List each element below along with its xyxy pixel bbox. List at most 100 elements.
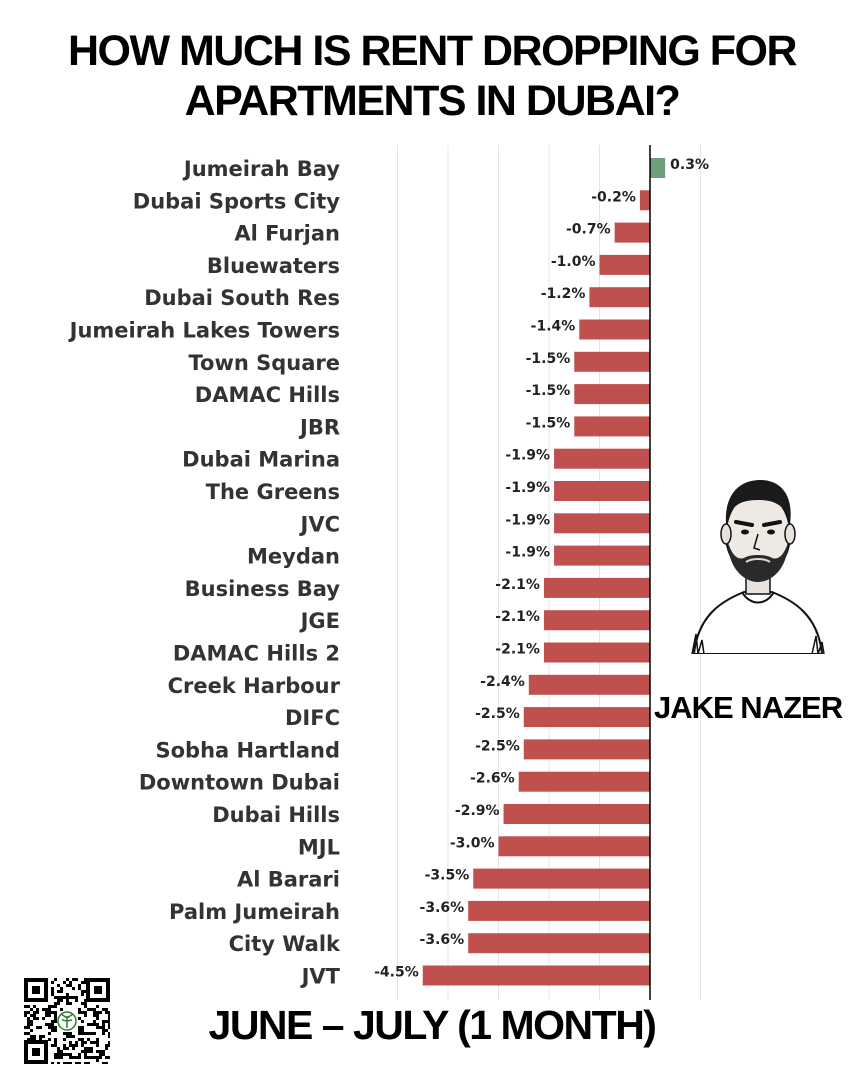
- qr-module: [57, 1053, 60, 1056]
- qr-module: [30, 1029, 33, 1032]
- category-labels: Jumeirah Bay Dubai Sports City Al Furjan Bl…: [68, 157, 341, 989]
- qr-module: [81, 1020, 84, 1023]
- qr-module: [78, 1056, 81, 1059]
- category-label: Al Barari: [237, 868, 340, 892]
- qr-module: [66, 996, 69, 999]
- qr-module: [105, 1062, 108, 1064]
- qr-module: [51, 1023, 54, 1026]
- qr-module: [63, 1044, 66, 1047]
- bar: [554, 545, 650, 566]
- value-label: -1.9%: [505, 448, 550, 464]
- qr-module: [87, 1056, 90, 1059]
- qr-module: [102, 1029, 105, 1032]
- qr-module: [84, 1056, 87, 1059]
- category-label: Town Square: [188, 351, 340, 375]
- qr-module: [63, 981, 66, 984]
- qr-module: [90, 1008, 93, 1011]
- bar: [498, 836, 650, 857]
- qr-module: [48, 1014, 51, 1017]
- qr-module: [51, 993, 54, 996]
- value-labels: 0.3% -0.2% -0.7% -1.0% -1.2% -1.4% -1.5% -1.5% -…: [374, 157, 709, 981]
- qr-module: [84, 999, 87, 1002]
- qr-module: [69, 984, 72, 987]
- qr-module: [81, 1002, 84, 1005]
- value-label: -4.5%: [374, 965, 419, 981]
- qr-module: [96, 1023, 99, 1026]
- qr-module: [36, 1011, 39, 1014]
- qr-module: [33, 1038, 36, 1041]
- category-label: Creek Harbour: [168, 674, 341, 698]
- qr-module: [36, 1008, 39, 1011]
- qr-module: [39, 1035, 42, 1038]
- qr-module: [57, 996, 60, 999]
- qr-module: [108, 1044, 110, 1047]
- qr-module: [99, 1056, 102, 1059]
- qr-module: [84, 1041, 87, 1044]
- category-label: The Greens: [206, 480, 340, 504]
- qr-module: [102, 1008, 105, 1011]
- category-label: Dubai South Res: [144, 286, 340, 310]
- value-label: -2.5%: [475, 706, 520, 722]
- qr-module: [45, 1011, 48, 1014]
- qr-module: [102, 1062, 105, 1064]
- bar: [503, 804, 650, 824]
- bar: [523, 707, 650, 728]
- qr-module: [54, 1041, 57, 1044]
- qr-module: [57, 1056, 60, 1059]
- qr-module: [87, 1047, 90, 1050]
- qr-module: [105, 1008, 108, 1011]
- qr-module: [90, 1056, 93, 1059]
- qr-module: [51, 990, 54, 993]
- qr-module: [90, 1032, 93, 1035]
- qr-module: [63, 1062, 66, 1064]
- value-label: -1.5%: [526, 351, 571, 367]
- qr-module: [84, 990, 87, 993]
- qr-module: [81, 1044, 84, 1047]
- qr-module: [75, 1041, 78, 1044]
- qr-module: [108, 1014, 110, 1017]
- qr-module: [27, 1032, 30, 1035]
- qr-module: [81, 993, 84, 996]
- qr-module: [63, 1053, 66, 1056]
- qr-module: [72, 1044, 75, 1047]
- qr-module: [30, 1020, 33, 1023]
- qr-module: [81, 1041, 84, 1044]
- qr-module: [57, 1002, 60, 1005]
- qr-module: [75, 1062, 78, 1064]
- qr-module: [72, 1047, 75, 1050]
- qr-module: [108, 1017, 110, 1020]
- bar: [574, 416, 650, 437]
- value-label: -2.6%: [470, 771, 515, 787]
- qr-module: [57, 990, 60, 993]
- qr-module: [96, 1041, 99, 1044]
- qr-module: [54, 1011, 57, 1014]
- category-label: DIFC: [285, 706, 340, 730]
- qr-module: [30, 1014, 33, 1017]
- qr-module: [24, 1032, 27, 1035]
- qr-module: [93, 1032, 96, 1035]
- bar: [614, 222, 650, 243]
- category-label: Palm Jumeirah: [169, 900, 340, 924]
- qr-module: [93, 1041, 96, 1044]
- qr-module: [45, 1023, 48, 1026]
- category-label: JGE: [299, 609, 340, 633]
- qr-module: [60, 999, 63, 1002]
- value-label: -1.9%: [505, 480, 550, 496]
- qr-module: [69, 1056, 72, 1059]
- qr-module: [81, 1029, 84, 1032]
- qr-module: [69, 1053, 72, 1056]
- qr-module: [36, 1017, 39, 1020]
- qr-module: [105, 1056, 108, 1059]
- bar: [518, 771, 650, 792]
- qr-module: [93, 1014, 96, 1017]
- qr-module: [78, 1029, 81, 1032]
- bar: [543, 610, 650, 631]
- qr-module: [72, 1056, 75, 1059]
- qr-module: [54, 1029, 57, 1032]
- bar: [599, 254, 650, 275]
- qr-module: [60, 1050, 63, 1053]
- qr-module: [66, 1062, 69, 1064]
- qr-module: [48, 1008, 51, 1011]
- qr-module: [57, 984, 60, 987]
- category-label: Downtown Dubai: [139, 771, 340, 795]
